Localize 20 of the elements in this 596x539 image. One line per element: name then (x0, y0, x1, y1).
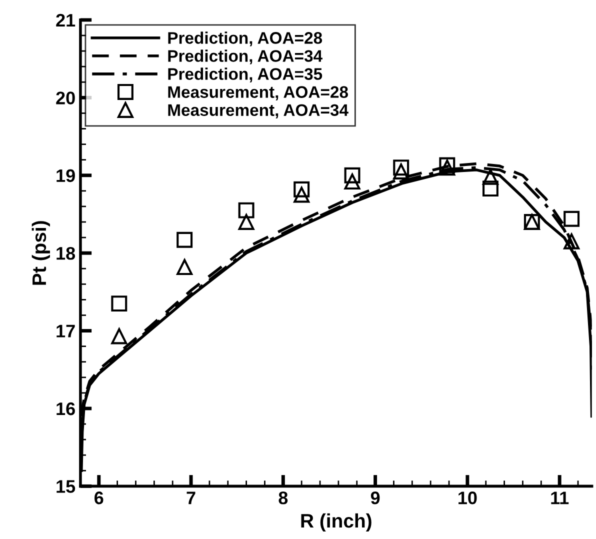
legend-label: Measurement, AOA=34 (168, 104, 348, 118)
y-tick-label: 16 (56, 402, 75, 416)
y-tick-label: 15 (56, 480, 76, 493)
x-tick-label: 9 (370, 492, 380, 504)
legend-label: Prediction, AOA=35 (168, 68, 322, 82)
y-tick-label: 17 (56, 324, 75, 338)
legend-label: Prediction, AOA=34 (168, 50, 322, 64)
y-tick-label: 20 (56, 92, 75, 104)
y-tick-label: 19 (56, 169, 75, 182)
x-tick-label: 11 (551, 492, 569, 504)
x-tick-label: 7 (186, 492, 196, 504)
x-tick-label: 10 (458, 492, 477, 504)
x-tick-label: 6 (94, 492, 104, 504)
x-tick-label: 8 (278, 492, 288, 504)
legend-label: Measurement, AOA=28 (168, 86, 348, 100)
y-axis-title: Pt (psi) (32, 221, 50, 285)
y-tick-label: 18 (56, 246, 76, 260)
legend-label: Prediction, AOA=28 (168, 32, 322, 46)
y-tick-label: 21 (56, 14, 76, 26)
x-axis-title: R (inch) (301, 513, 372, 532)
